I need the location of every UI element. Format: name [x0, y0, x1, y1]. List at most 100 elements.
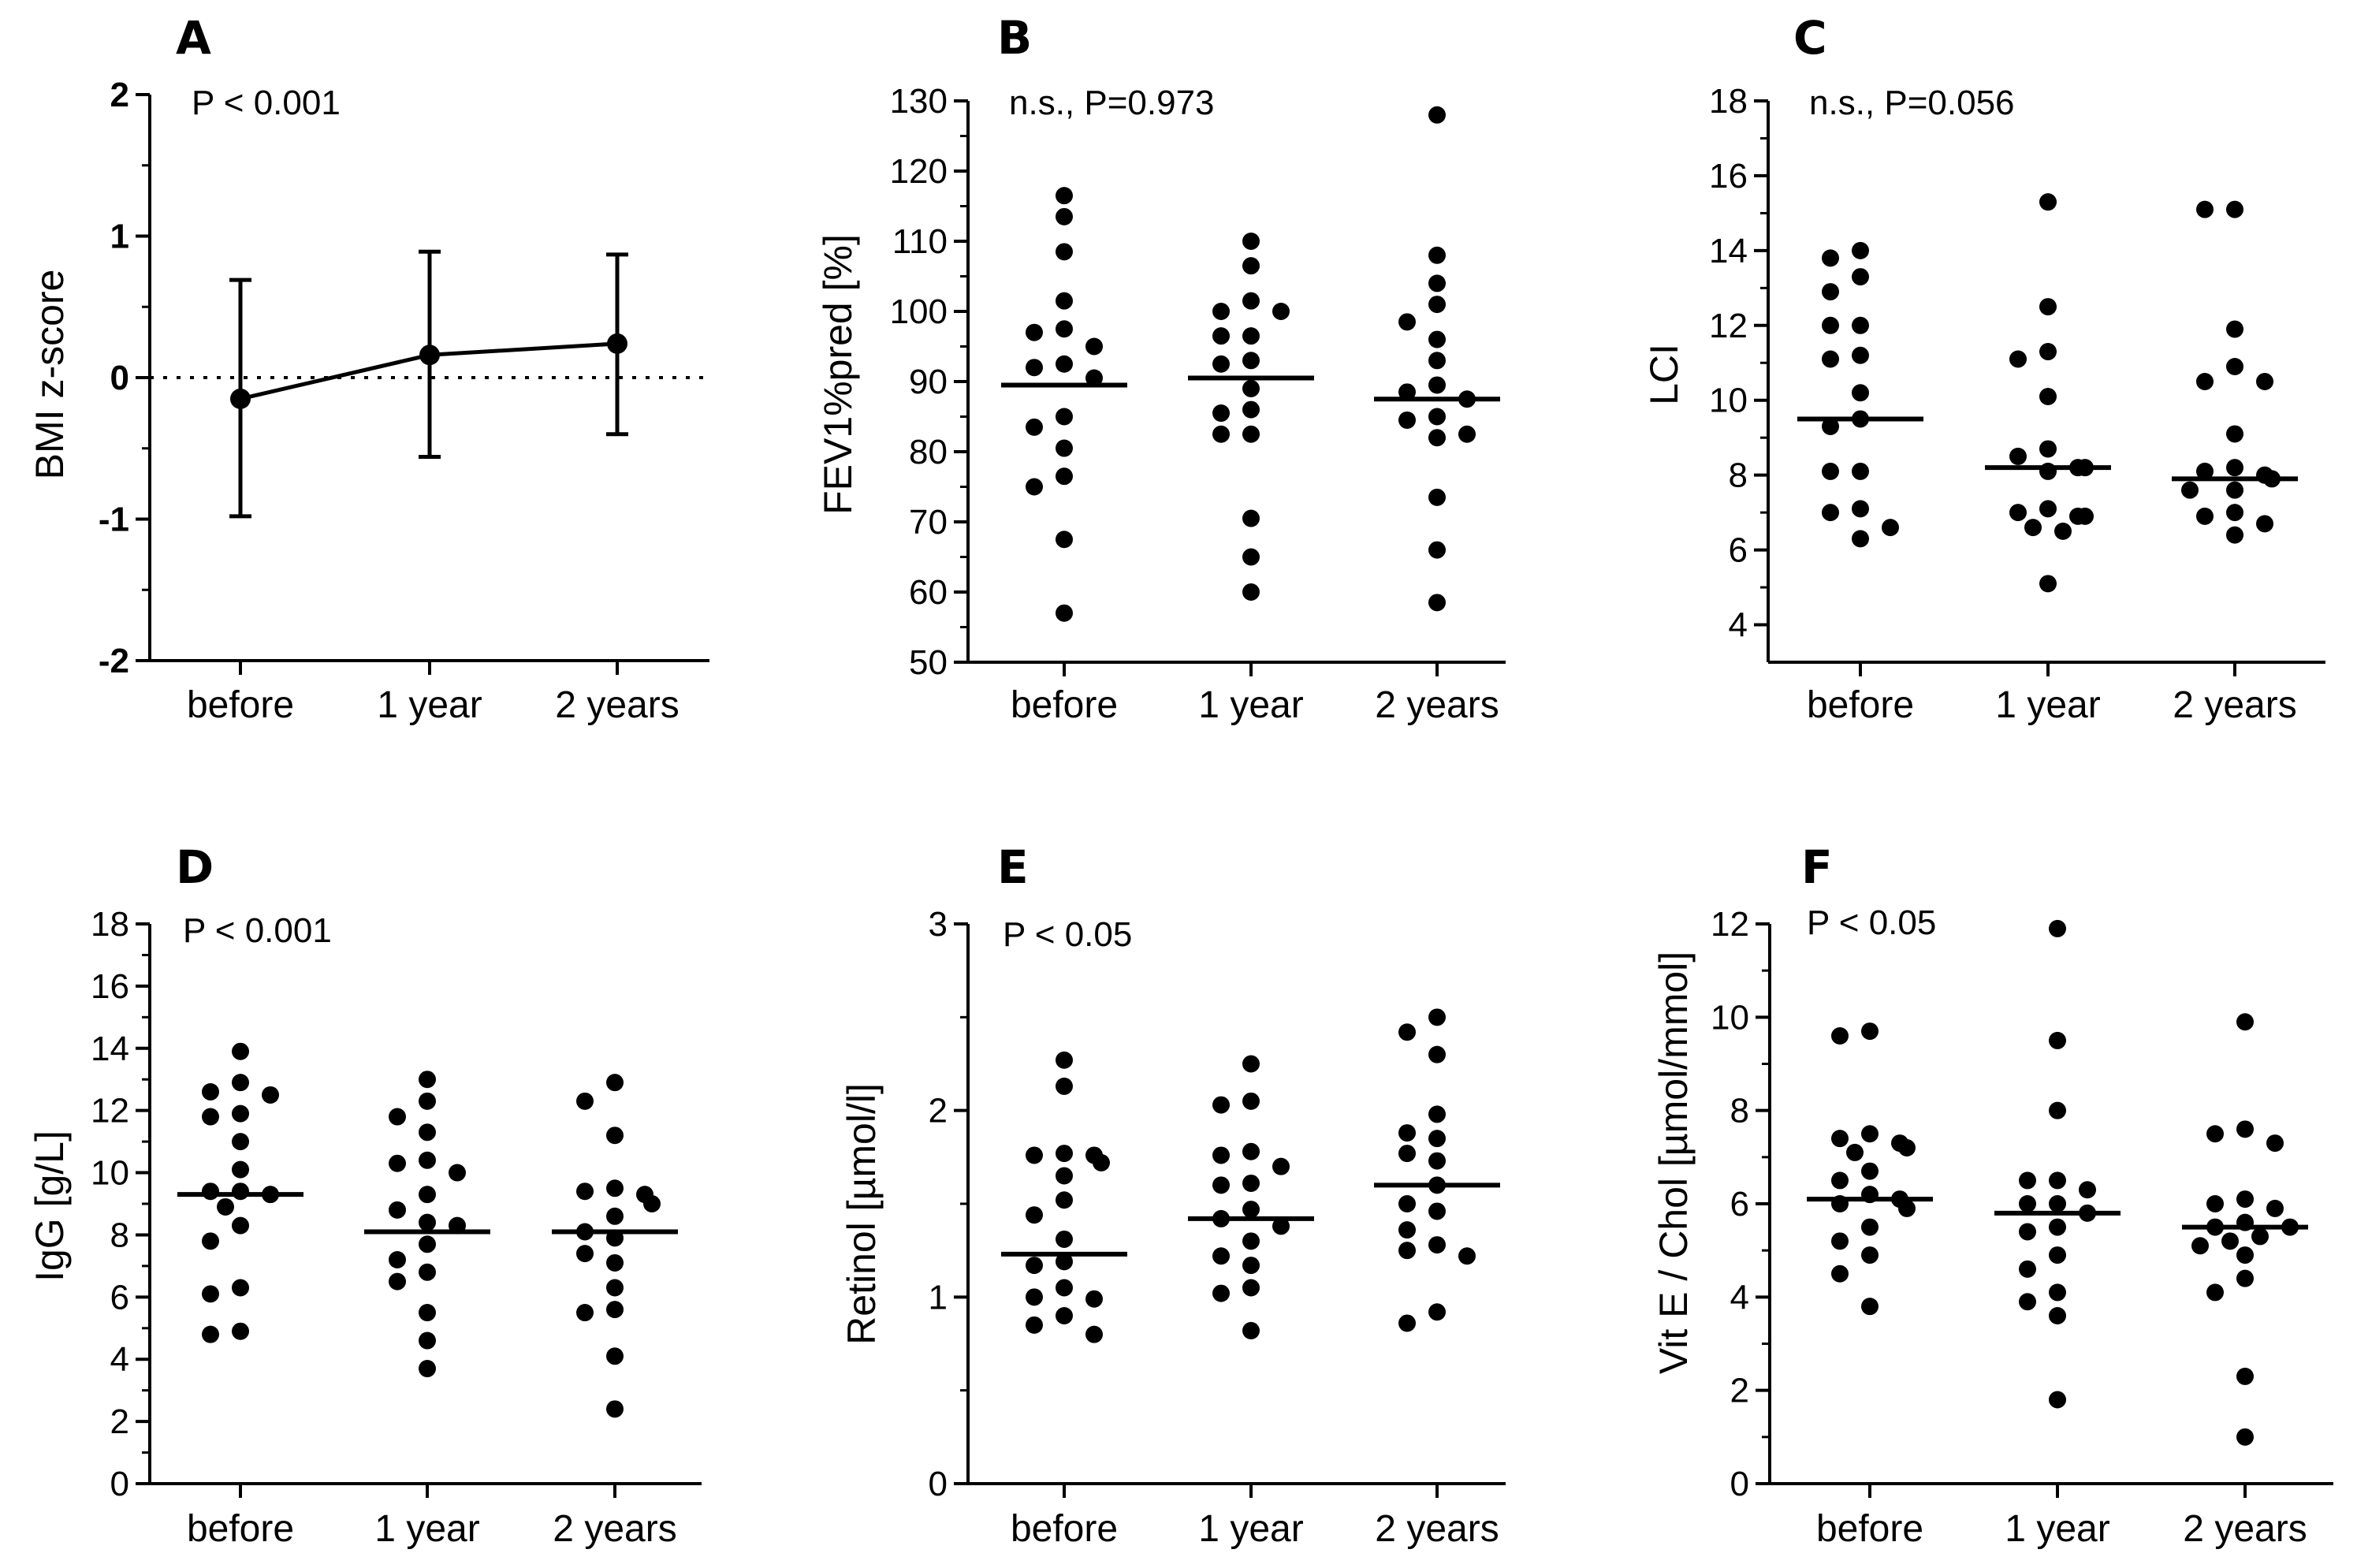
panel-c-data-point [2196, 462, 2214, 480]
panel-e-data-point [1398, 1145, 1416, 1163]
panel-b-data-point [1242, 327, 1260, 345]
panel-d-data-point [576, 1304, 594, 1322]
panel-d-y-tick-label: 10 [91, 1154, 129, 1193]
panel-e-data-point [1428, 1008, 1446, 1026]
panel-f: F P < 0.05 Vit E / Chol [µmol/mmol] 0 2 4 6… [1651, 840, 2333, 1550]
panel-c-data-point [2039, 440, 2057, 458]
panel-f-y-tick-label: 8 [1730, 1092, 1749, 1130]
panel-e-data-point [1242, 1201, 1260, 1219]
panel-e-data-point [1056, 1145, 1073, 1163]
panel-b-y-tick-label: 90 [909, 363, 948, 401]
panel-c-data-point [2009, 447, 2027, 465]
panel-c-data-point [2076, 507, 2094, 525]
panel-c-data-point [1822, 504, 1839, 522]
panel-d-annotation: P < 0.001 [183, 911, 332, 950]
panel-d-data-point [419, 1360, 436, 1378]
panel-f-data-point [2049, 1031, 2066, 1049]
panel-c-y-tick-label: 16 [1709, 157, 1748, 196]
panel-f-x-category-label: before [1816, 1508, 1923, 1550]
panel-c-data-point [2039, 387, 2057, 405]
panel-e-y-tick-label: 3 [929, 905, 948, 944]
panel-d-data-point [389, 1251, 406, 1268]
panel-b-data-point [1242, 257, 1260, 275]
panel-f-data-point [1861, 1298, 1879, 1316]
panel-b-data-point [1428, 296, 1446, 314]
panel-e-data-point [1056, 1307, 1073, 1324]
panel-d-data-point [576, 1245, 594, 1263]
panel-e-data-point [1212, 1146, 1230, 1164]
panel-f-data-point [2221, 1232, 2239, 1250]
panel-c-data-point [2226, 320, 2243, 338]
panel-c-data-point [1852, 316, 1869, 334]
panel-b-data-point [1242, 379, 1260, 397]
panel-e-data-point [1428, 1152, 1446, 1170]
panel-d-data-point [262, 1086, 279, 1104]
panel-e-x-category-label: before [1011, 1508, 1118, 1550]
panel-e-data-point [1056, 1230, 1073, 1248]
panel-b-data-point [1212, 327, 1230, 345]
panel-letter-a: A [176, 11, 211, 65]
panel-e-data-point [1085, 1290, 1103, 1308]
panel-d-data-point [419, 1235, 436, 1253]
panel-a-x-category-label: before [187, 684, 294, 726]
panel-d-data-point [419, 1304, 436, 1322]
panel-e-data-point [1242, 1055, 1260, 1073]
panel-d-x-category-label: 1 year [374, 1508, 479, 1550]
panel-e-data-point [1458, 1247, 1476, 1265]
panel-d-data-point [202, 1083, 219, 1101]
panel-e-data-point [1056, 1167, 1073, 1185]
panel-b-data-point [1056, 408, 1073, 426]
panel-c-data-point [2039, 575, 2057, 593]
panel-c-data-point [1852, 241, 1869, 259]
panel-b-data-point [1056, 439, 1073, 457]
panel-f-data-point [1898, 1139, 1916, 1156]
panel-f-data-point [2079, 1181, 2096, 1199]
panel-c-x-category-label: 1 year [1995, 684, 2100, 726]
panel-d-data-point [389, 1272, 406, 1291]
panel-d-data-point [419, 1331, 436, 1350]
panel-b-y-tick-label: 100 [890, 292, 948, 331]
panel-d-y-tick-label: 8 [110, 1216, 129, 1254]
panel-a-y-axis-label: BMI z-score [28, 270, 72, 480]
panel-c-data-point [2009, 350, 2027, 368]
panel-b-data-point [1242, 509, 1260, 527]
panel-c-y-tick-label: 8 [1729, 456, 1748, 495]
panel-d-data-point [606, 1127, 624, 1145]
panel-d-data-point [202, 1285, 219, 1303]
panel-f-y-tick-label: 4 [1730, 1278, 1749, 1317]
panel-c-y-tick-label: 6 [1729, 531, 1748, 570]
panel-e-data-point [1242, 1257, 1260, 1275]
panel-c-annotation: n.s., P=0.056 [1809, 84, 2015, 122]
panel-b-data-point [1428, 106, 1446, 124]
panel-b-data-point [1428, 246, 1446, 264]
panel-d-data-point [232, 1074, 249, 1092]
panel-f-data-point [2206, 1195, 2224, 1212]
panel-b-data-point [1242, 233, 1260, 250]
panel-d-data-point [419, 1186, 436, 1204]
panel-e-data-point [1398, 1023, 1416, 1041]
panel-d-y-tick-label: 2 [110, 1402, 129, 1441]
panel-e-data-point [1428, 1303, 1446, 1321]
panel-f-data-point [1861, 1022, 1879, 1041]
panel-e-data-point [1272, 1217, 1290, 1235]
panel-f-data-point [2236, 1428, 2254, 1446]
panel-d-data-point [419, 1151, 436, 1169]
panel-d-data-point [202, 1232, 219, 1250]
panel-d-data-point [202, 1183, 219, 1201]
panel-d-data-point [606, 1279, 624, 1297]
panel-f-data-point [2236, 1367, 2254, 1385]
panel-d-data-point [389, 1201, 406, 1219]
panel-f-data-point [2049, 1101, 2066, 1119]
panel-f-data-point [2049, 919, 2066, 937]
panel-d-data-point [606, 1179, 624, 1197]
panel-e-data-point [1398, 1124, 1416, 1142]
panel-f-data-point [2266, 1134, 2284, 1153]
panel-b-data-point [1428, 274, 1446, 292]
panel-e-data-point [1428, 1045, 1446, 1063]
panel-b-data-point [1026, 418, 1043, 436]
panel-b-data-point [1428, 352, 1446, 370]
panel-d-data-point [449, 1164, 466, 1182]
panel-f-data-point [1831, 1264, 1849, 1283]
panel-f-y-tick-label: 10 [1711, 998, 1749, 1037]
panel-b-data-point [1458, 425, 1476, 443]
